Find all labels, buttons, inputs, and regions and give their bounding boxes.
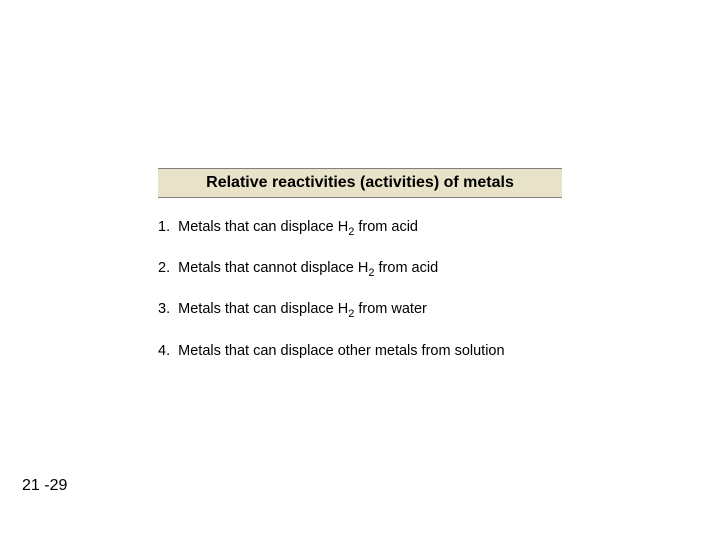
item-number: 2. bbox=[158, 260, 170, 276]
item-text-after: from water bbox=[354, 301, 427, 317]
list-item: 1. Metals that can displace H2 from acid bbox=[158, 218, 618, 239]
page-number: 21 -29 bbox=[22, 477, 67, 495]
title-heading: Relative reactivities (activities) of me… bbox=[158, 168, 562, 198]
item-text-after: from acid bbox=[354, 219, 418, 235]
list-item: 4. Metals that can displace other metals… bbox=[158, 342, 618, 361]
list-item: 3. Metals that can displace H2 from wate… bbox=[158, 300, 618, 321]
item-text-before: Metals that cannot displace H bbox=[178, 260, 368, 276]
list-item: 2. Metals that cannot displace H2 from a… bbox=[158, 259, 618, 280]
item-text-before: Metals that can displace H bbox=[178, 301, 348, 317]
item-text-after: from acid bbox=[375, 260, 439, 276]
item-text-before: Metals that can displace other metals fr… bbox=[178, 343, 504, 359]
slide-container: Relative reactivities (activities) of me… bbox=[0, 0, 720, 540]
item-text-before: Metals that can displace H bbox=[178, 219, 348, 235]
reactivity-list: 1. Metals that can displace H2 from acid… bbox=[158, 218, 618, 380]
item-number: 1. bbox=[158, 219, 170, 235]
item-number: 4. bbox=[158, 343, 170, 359]
item-number: 3. bbox=[158, 301, 170, 317]
